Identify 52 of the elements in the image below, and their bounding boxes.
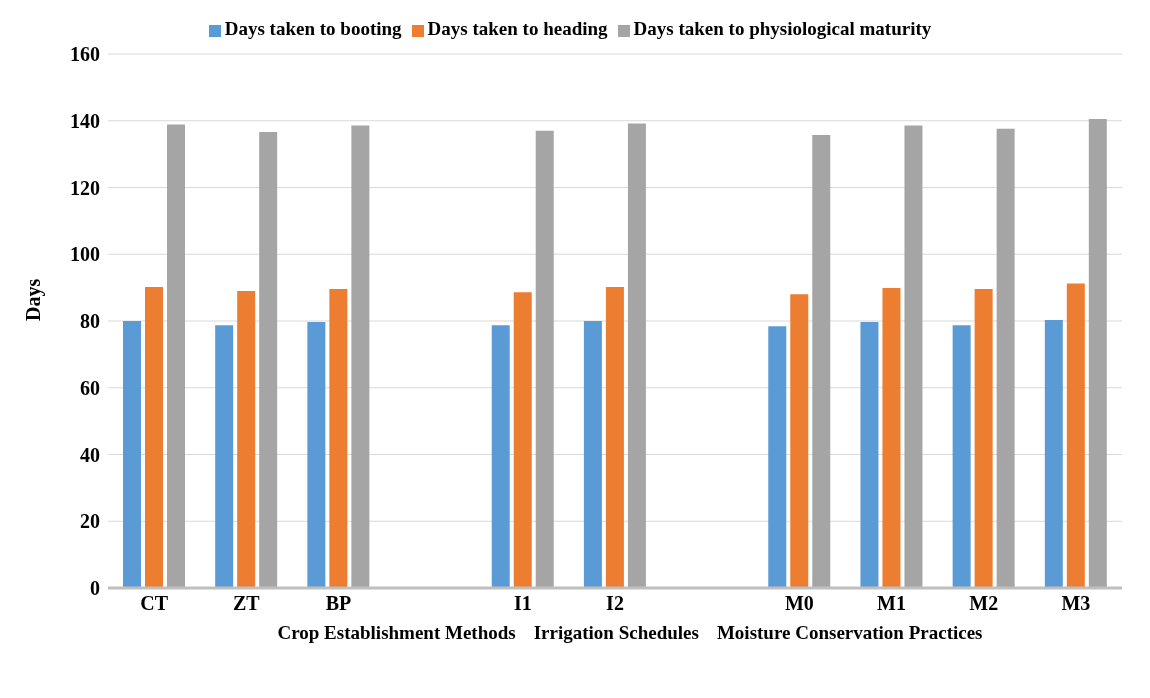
bar [259,132,278,588]
x-tick-label: BP [325,592,352,615]
bar [1088,119,1107,588]
bar [860,322,879,588]
bar [996,128,1015,588]
legend-label: Days taken to physiological maturity [633,18,932,39]
bar [329,288,348,588]
bar [882,287,901,588]
bar [237,290,256,588]
bar [1044,320,1063,588]
bar [583,321,602,588]
y-tick-label: 160 [70,43,100,66]
y-tick-label: 120 [70,176,100,199]
x-tick-label: M3 [1061,592,1091,615]
bar [535,130,554,588]
legend-label: Days taken to heading [427,18,608,39]
legend-label: Days taken to booting [224,18,402,39]
y-tick-label: 0 [90,577,100,600]
x-tick-label: I2 [606,592,624,615]
bar [812,135,831,588]
bar [605,286,624,588]
x-tick-label: I1 [513,592,532,615]
x-tick-label: M1 [877,592,906,615]
bar [491,325,510,588]
bar [513,292,532,588]
bar [1066,283,1085,588]
bar [145,286,163,588]
bar [307,322,326,588]
y-tick-label: 100 [70,243,100,266]
x-tick-label: M0 [784,592,814,615]
y-axis-title: Days [22,278,46,321]
bar [167,124,185,588]
bar [974,288,993,588]
bar [627,123,646,588]
bar [215,325,234,588]
bar [904,125,923,588]
x-tick-label: ZT [232,592,261,615]
bar [790,294,809,588]
bar [952,325,971,588]
y-tick-label: 80 [80,310,100,333]
y-tick-label: 20 [80,510,100,533]
text: Irrigation Schedules [533,622,699,644]
bar [123,321,141,588]
y-tick-label: 40 [80,443,100,466]
bar [768,326,787,588]
text: Crop Establishment Methods [277,622,516,644]
text: Moisture Conservation Practices [716,622,983,644]
x-tick-label: CT [140,592,169,615]
x-tick-label: M2 [969,592,999,615]
y-tick-label: 60 [80,376,100,399]
bar [351,125,370,588]
y-tick-label: 140 [70,109,100,132]
